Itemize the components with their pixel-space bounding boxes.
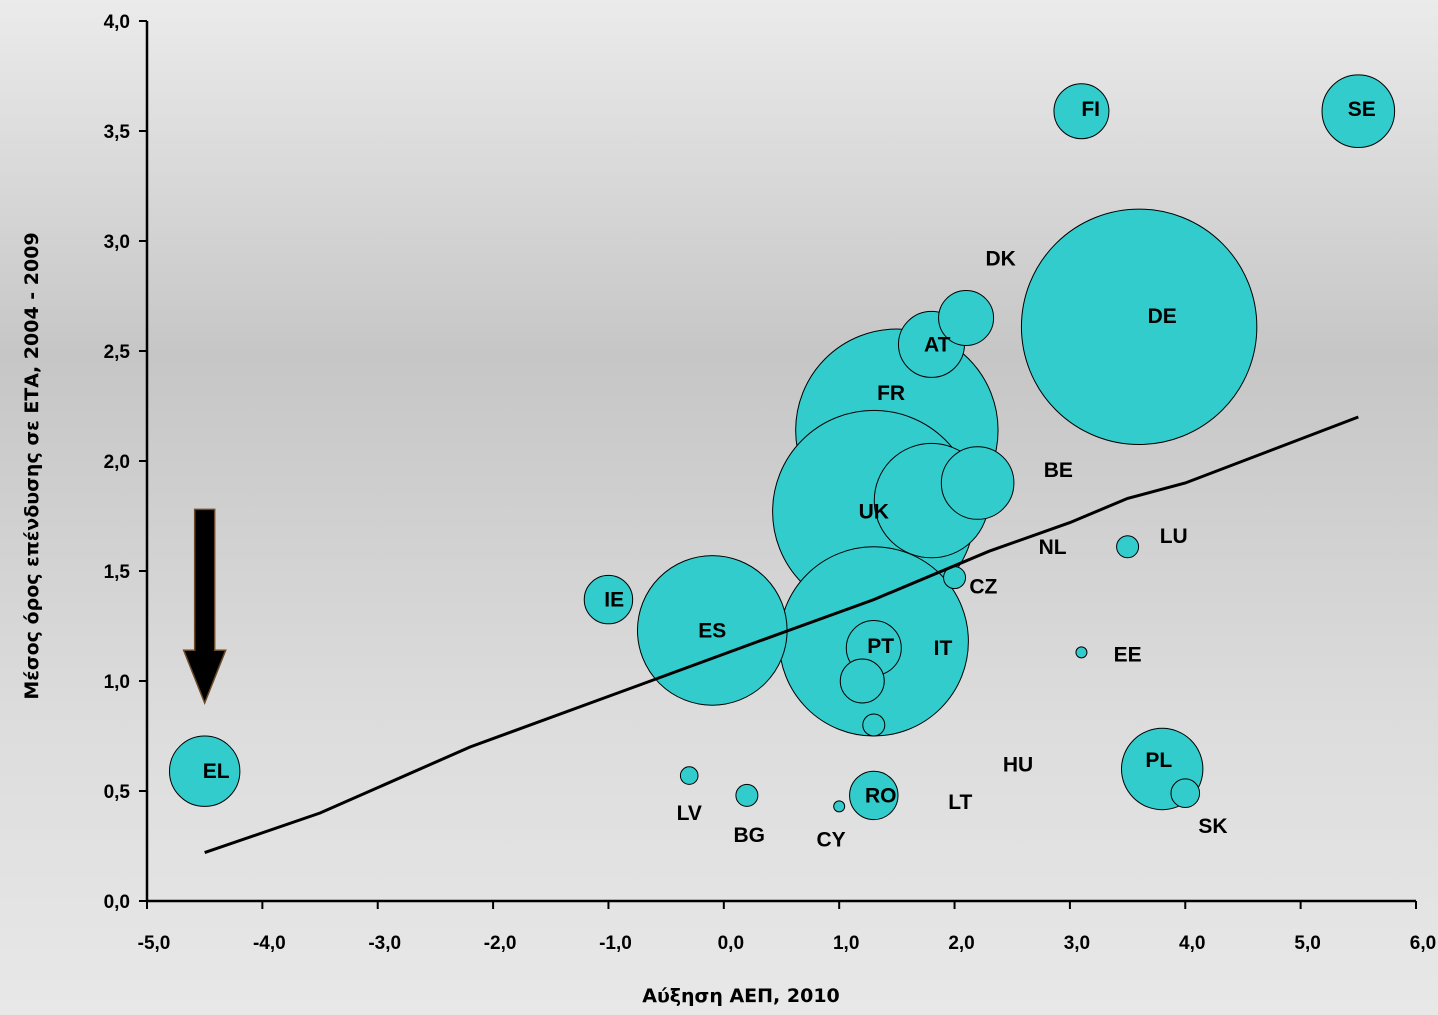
arrow-annotation-layer: [182, 508, 227, 706]
bubble-label-ie: IE: [604, 589, 624, 612]
bubble-ro: [849, 770, 899, 821]
bubble-label-se: SE: [1348, 98, 1376, 121]
trendline: [204, 415, 1359, 855]
bubble-label-fi: FI: [1081, 98, 1100, 121]
x-tick-label: -3,0: [368, 933, 401, 954]
y-tick-label: 1,0: [104, 672, 130, 693]
bubble-label-cy: CY: [817, 828, 846, 851]
bubble-ie: [583, 574, 634, 625]
bubble-label-nl: NL: [1039, 536, 1067, 559]
bubble-label-es: ES: [698, 619, 726, 642]
bubble-label-de: DE: [1148, 305, 1177, 328]
bubble-labels-layer: DE FR UK IT ES NL BE PL SE AT DK EL FI PT IE CZ RO HU SK LU…: [203, 98, 1376, 851]
bubble-label-ee: EE: [1114, 644, 1142, 667]
bubble-label-uk: UK: [859, 501, 889, 524]
y-tick-label: 2,5: [104, 342, 131, 363]
x-tick-label: -4,0: [253, 933, 286, 954]
y-tick-label: 3,0: [104, 232, 130, 253]
y-tick-label: 0,0: [104, 892, 130, 913]
bubble-label-at: AT: [924, 333, 951, 356]
y-tick-label: 2,0: [104, 452, 130, 473]
bubble-label-lu: LU: [1160, 525, 1188, 548]
y-tick-label: 4,0: [104, 12, 130, 33]
bubble-label-pt: PT: [867, 635, 894, 658]
bubble-hu: [839, 658, 885, 704]
bubble-be: [940, 446, 1015, 520]
bubble-lv: [679, 766, 699, 785]
x-tick-label: 2,0: [948, 933, 974, 954]
x-tick-label: -5,0: [138, 933, 171, 954]
bubble-label-sk: SK: [1198, 815, 1227, 838]
bubbles-layer: [168, 74, 1396, 821]
bubble-label-dk: DK: [986, 248, 1016, 271]
bubble-de: [1020, 208, 1258, 445]
y-tick-label: 3,5: [104, 122, 131, 143]
x-tick-label: 4,0: [1179, 933, 1205, 954]
bubble-bg: [735, 783, 759, 807]
x-tick-label: 5,0: [1294, 933, 1320, 954]
bubble-lu: [1116, 535, 1140, 559]
axes-layer: 0,0 0,5 1,0 1,5 2,0 2,5 3,0 3,5 4,0 -5,0 -4,0 -3,0 -…: [104, 12, 1437, 954]
bubble-sk: [1170, 778, 1201, 809]
bubble-el: [168, 735, 241, 807]
bubble-label-fr: FR: [877, 382, 905, 405]
x-tick-label: 3,0: [1064, 933, 1090, 954]
bubble-cy: [833, 800, 846, 813]
bubble-ee: [1075, 646, 1088, 659]
bubble-label-ro: RO: [865, 784, 897, 807]
bubble-label-be: BE: [1044, 459, 1073, 482]
x-tick-label: 0,0: [718, 933, 744, 954]
bubble-label-bg: BG: [733, 824, 765, 847]
x-tick-label: -2,0: [484, 933, 517, 954]
y-tick-label: 1,5: [104, 562, 131, 583]
bubble-label-pl: PL: [1145, 749, 1172, 772]
y-axis-title: Μέσος όρος επένδυσης σε ΕΤΑ, 2004 - 2009: [21, 232, 43, 699]
y-tick-label: 0,5: [104, 782, 131, 803]
trendline-layer: [204, 415, 1359, 855]
bubble-fi_: [862, 713, 886, 737]
bubble-dk: [938, 290, 995, 346]
x-tick-label: 6,0: [1410, 933, 1436, 954]
bubble-label-lv: LV: [677, 802, 702, 825]
bubble-fi: [1053, 83, 1110, 140]
down-arrow-icon: [182, 508, 227, 706]
bubble-label-hu: HU: [1003, 754, 1033, 777]
bubble-label-el: EL: [203, 760, 230, 783]
x-tick-label: 1,0: [833, 933, 859, 954]
bubble-se: [1321, 74, 1396, 148]
x-axis-title: Αύξηση ΑΕΠ, 2010: [642, 985, 840, 1007]
bubble-label-lt: LT: [948, 791, 972, 814]
bubble-label-cz: CZ: [969, 575, 997, 598]
bubble-label-it: IT: [934, 637, 953, 660]
x-tick-label: -1,0: [599, 933, 632, 954]
